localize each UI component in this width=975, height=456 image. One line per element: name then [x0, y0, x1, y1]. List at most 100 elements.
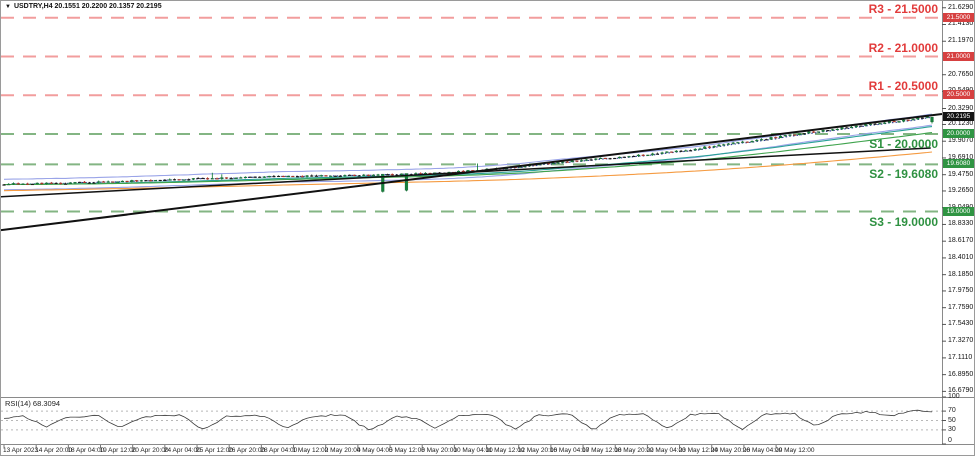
- overlay-ma-teal: [3, 126, 933, 186]
- candle-body: [186, 179, 191, 181]
- price-tick-label: 18.1850: [948, 270, 974, 278]
- price-tick-label: 18.8330: [948, 220, 974, 228]
- candle-body: [764, 139, 768, 141]
- candle-body: [920, 117, 925, 119]
- candle-body: [134, 180, 139, 182]
- candle-body: [755, 139, 759, 142]
- level-label-s2[interactable]: S2 - 19.6080: [869, 167, 938, 182]
- candle-body: [698, 148, 702, 150]
- candle-body: [30, 183, 35, 186]
- candle-body: [930, 116, 934, 123]
- candle-body: [703, 146, 707, 149]
- price-tick-label: 21.1970: [948, 37, 974, 45]
- price-badge-21.5000: 21.5000: [943, 12, 974, 22]
- price-badge-20.0000: 20.0000: [943, 129, 974, 138]
- price-tick-label: 17.7590: [948, 303, 974, 311]
- candle-body: [660, 152, 664, 154]
- candle-body: [684, 150, 688, 152]
- time-axis-label: 5 May 12:00: [389, 447, 425, 454]
- candle-body: [740, 141, 745, 143]
- time-axis-label: 2 May 20:00: [324, 447, 361, 454]
- time-axis-label: 18 Apr 04:00: [67, 447, 105, 454]
- candle-body: [281, 175, 286, 178]
- candle-body: [149, 180, 153, 182]
- candle-body: [177, 179, 181, 181]
- rsi-scale-label: 100: [948, 393, 960, 400]
- candle-body: [319, 175, 323, 177]
- candle-body: [262, 176, 267, 178]
- candle-body: [721, 144, 726, 146]
- candle-body: [807, 131, 811, 134]
- level-label-r2[interactable]: R2 - 21.0000: [868, 40, 938, 55]
- time-axis-label: 18 May 20:00: [614, 447, 654, 454]
- candle-body: [366, 174, 371, 177]
- candle-body: [769, 137, 773, 140]
- candle-body: [792, 134, 797, 136]
- level-label-r3[interactable]: R3 - 21.5000: [868, 1, 938, 16]
- price-tick-label: 19.4750: [948, 170, 974, 178]
- level-label-r1[interactable]: R1 - 20.5000: [868, 79, 938, 94]
- rsi-line: [3, 409, 933, 431]
- time-axis-label: 17 May 12:00: [582, 447, 622, 454]
- candle-body: [736, 142, 740, 144]
- candle-body: [111, 181, 115, 183]
- symbol-ohlc-text: USDTRY,H4 20.1551 20.2200 20.1357 20.219…: [13, 3, 162, 10]
- time-axis-label: 24 May 20:00: [710, 447, 751, 454]
- candle-body: [239, 177, 243, 179]
- candle-body: [163, 179, 167, 182]
- price-tick-label: 17.9750: [948, 286, 974, 294]
- candle-body: [845, 127, 849, 129]
- candle-body: [811, 131, 816, 133]
- candle-body: [665, 151, 669, 153]
- price-tick-label: 17.3270: [948, 337, 974, 345]
- candle-body: [234, 177, 238, 180]
- price-tick-label: 17.5430: [948, 320, 974, 328]
- candle-body: [11, 183, 16, 185]
- candle-body: [191, 178, 196, 180]
- overlay-ma-green: [3, 132, 933, 186]
- symbol-ohlc-legend: ▼ USDTRY,H4 20.1551 20.2200 20.1357 20.21…: [5, 3, 162, 10]
- candle-body: [603, 157, 608, 160]
- candle-body: [650, 153, 655, 156]
- candle-body: [570, 160, 574, 163]
- candle-body: [44, 182, 49, 185]
- level-label-s1[interactable]: S1 - 20.0000: [869, 137, 938, 151]
- candle-body: [139, 180, 144, 182]
- time-axis-label: 23 May 12:00: [678, 447, 718, 454]
- price-tick-label: 18.4010: [948, 253, 974, 261]
- candle-body: [324, 175, 328, 177]
- candle-body: [68, 182, 72, 184]
- chart-marker-icon: ▼: [5, 4, 11, 10]
- trendline-secondary[interactable]: [1, 147, 931, 198]
- time-axis-label: 13 Apr 2023: [3, 447, 39, 454]
- candle-body: [182, 179, 186, 181]
- level-label-s3[interactable]: S3 - 19.0000: [869, 214, 938, 229]
- candle-body: [59, 182, 63, 185]
- candle-body: [636, 154, 641, 157]
- candle-body: [655, 153, 660, 155]
- candle-body: [745, 141, 750, 143]
- candle-body: [840, 127, 844, 130]
- candle-body: [7, 183, 11, 186]
- candle-body: [717, 144, 721, 147]
- candle-body: [328, 175, 333, 178]
- candle-body: [35, 182, 39, 185]
- candle-body: [87, 182, 91, 184]
- candle-body: [40, 182, 44, 185]
- candle-body: [73, 181, 77, 184]
- candle-body: [589, 159, 593, 161]
- candle-body: [864, 124, 868, 126]
- candle-body: [641, 154, 645, 157]
- candle-body: [253, 176, 257, 178]
- time-axis-label: 14 Apr 20:00: [35, 447, 73, 454]
- candle-body: [726, 143, 731, 145]
- price-tick-label: 16.8950: [948, 370, 974, 378]
- candle-body: [168, 179, 172, 181]
- candle-body: [669, 151, 674, 153]
- candle-body: [404, 173, 409, 191]
- time-axis-label: 26 May 04:00: [742, 447, 783, 454]
- candle-body: [731, 142, 735, 144]
- candle-body: [613, 157, 617, 160]
- candle-body: [594, 158, 598, 160]
